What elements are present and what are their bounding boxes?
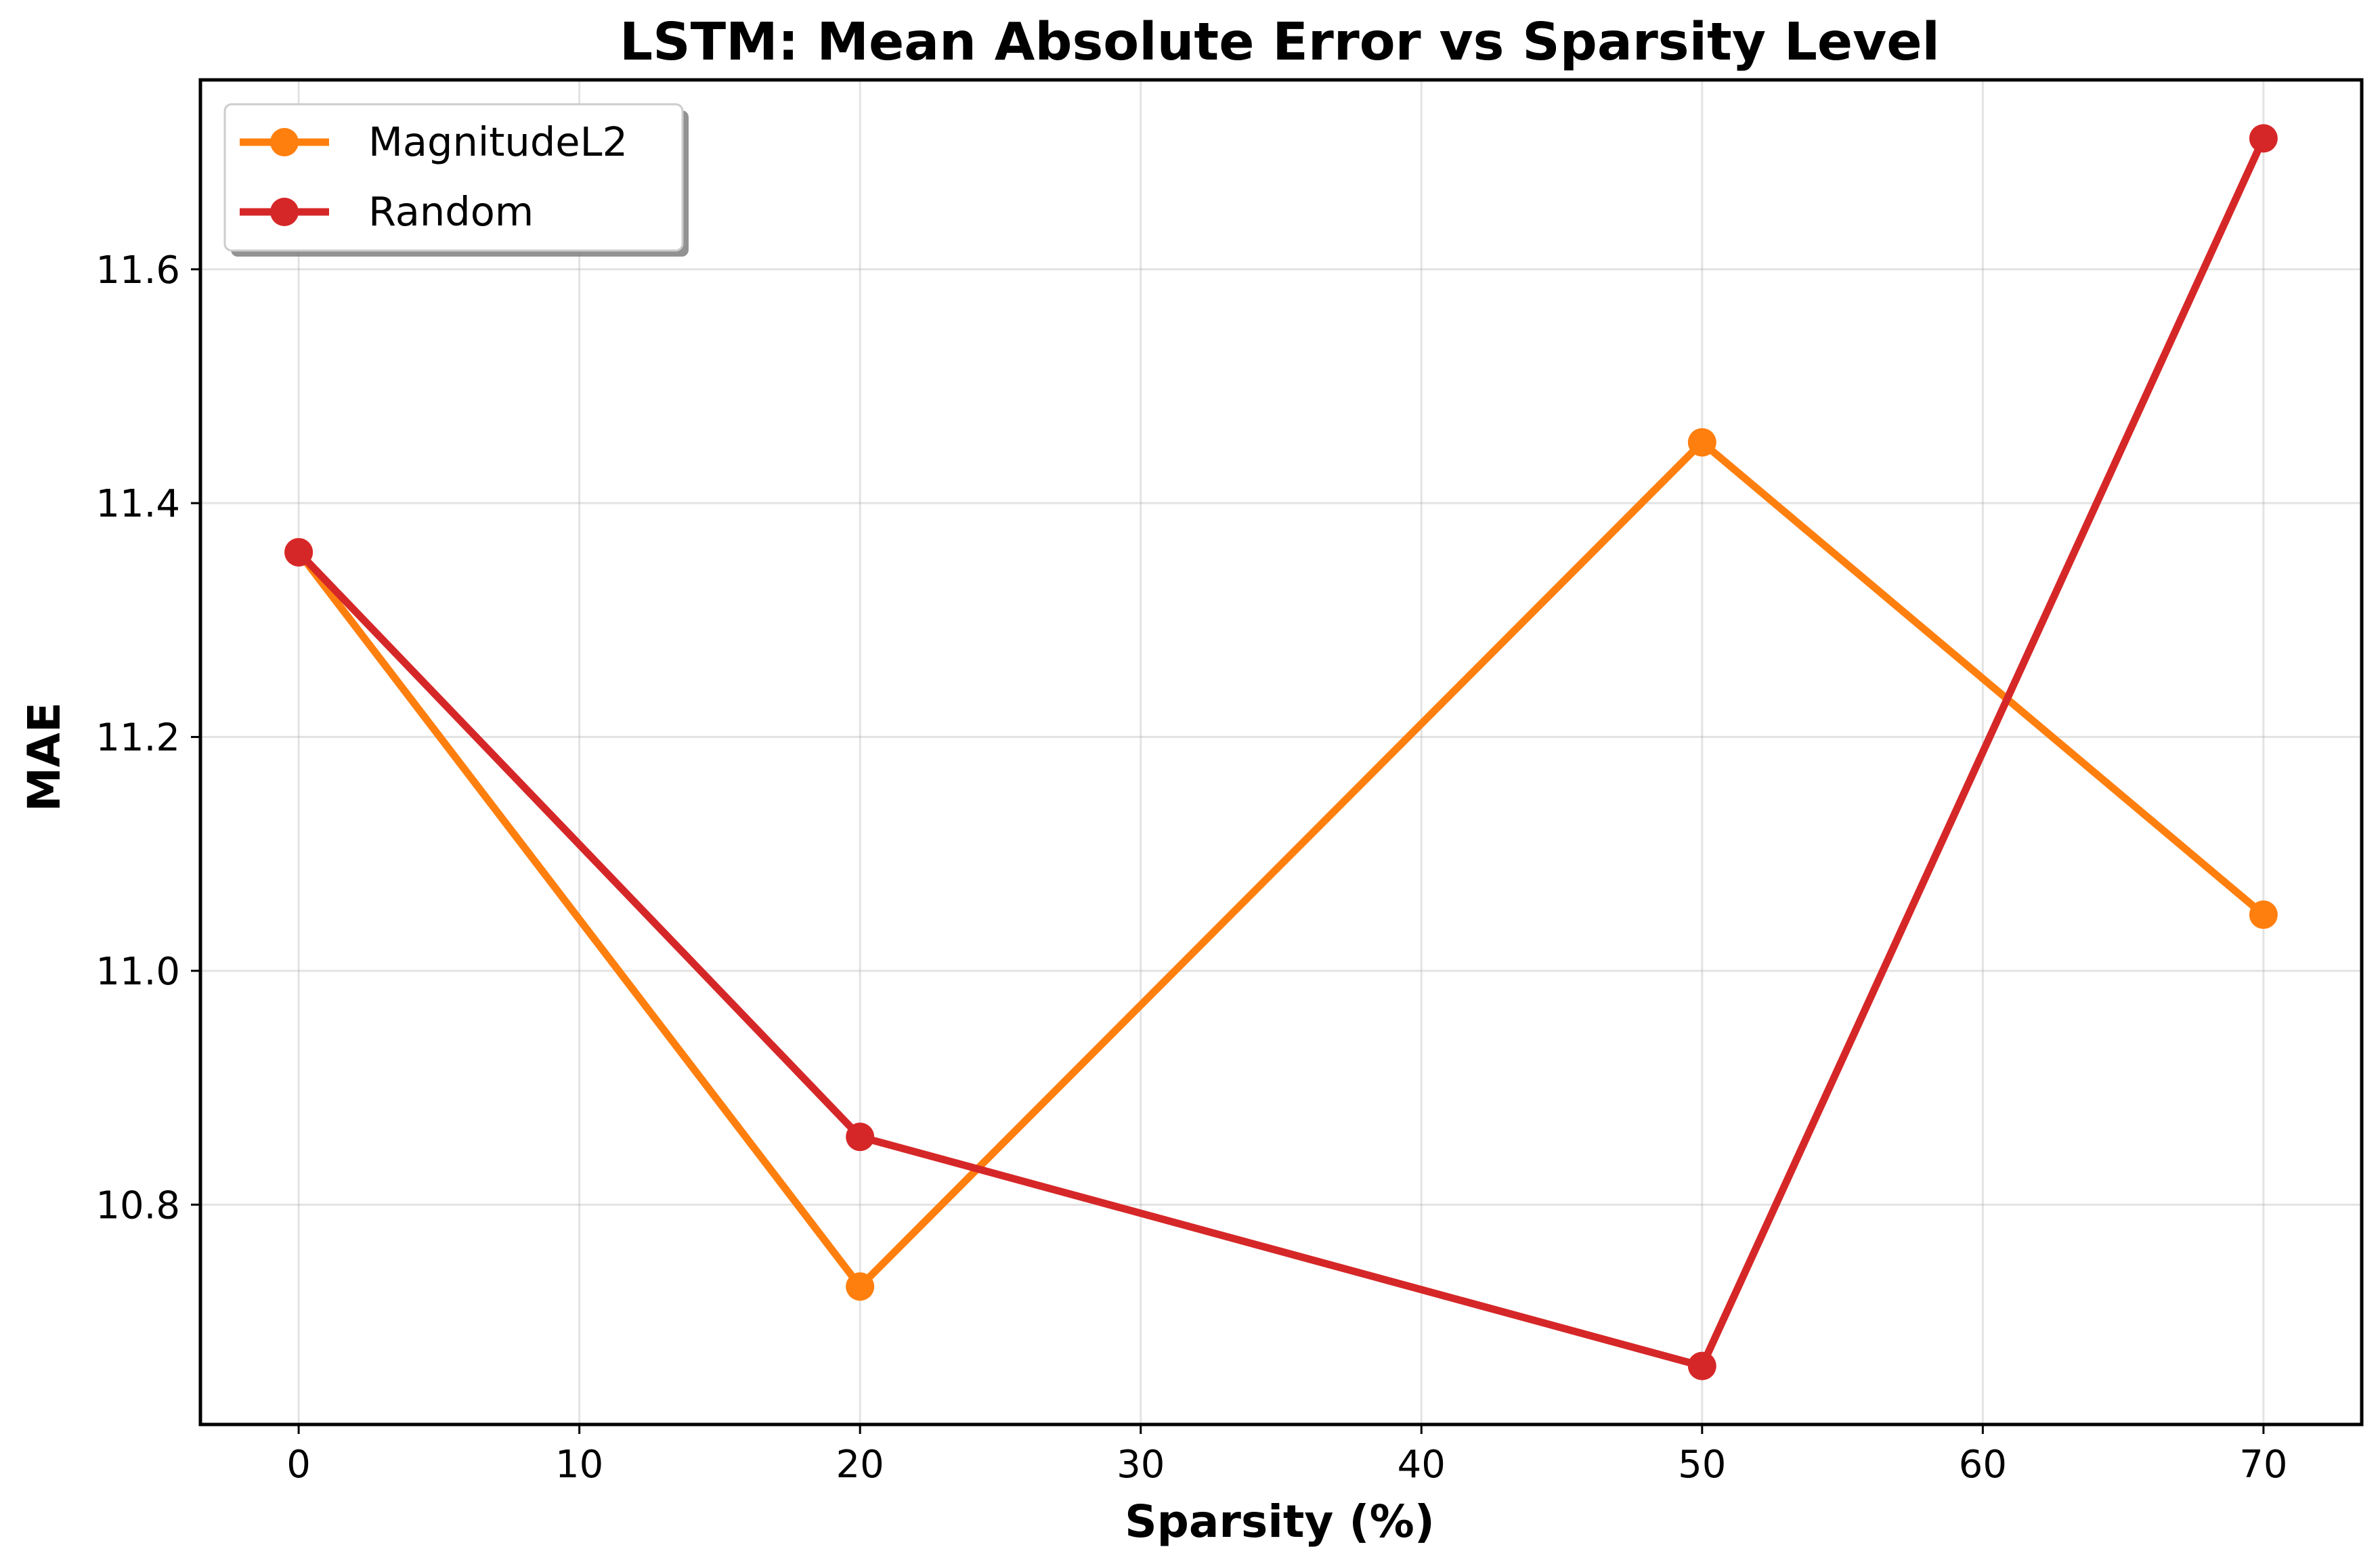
data-point-magnitudel2 <box>2249 900 2278 930</box>
y-axis-ticks: 10.8 11.0 11.2 11.4 11.6 <box>95 248 200 1227</box>
x-tick-label: 10 <box>555 1443 603 1487</box>
x-tick-label: 40 <box>1398 1443 1446 1487</box>
x-tick-label: 70 <box>2239 1443 2287 1487</box>
data-point-random <box>846 1123 875 1152</box>
data-point-random <box>2249 124 2278 153</box>
y-axis-label: MAE <box>18 702 70 812</box>
x-tick-label: 50 <box>1678 1443 1726 1487</box>
y-tick-label: 11.0 <box>95 950 180 994</box>
y-tick-label: 10.8 <box>95 1183 180 1227</box>
data-point-magnitudel2 <box>1687 428 1716 457</box>
y-tick-label: 11.4 <box>95 482 180 526</box>
x-axis-ticks: 0 10 20 30 40 50 60 70 <box>286 1424 2288 1487</box>
series-line-magnitudel2 <box>295 438 2268 1290</box>
legend: MagnitudeL2 Random <box>223 103 689 257</box>
data-point-magnitudel2 <box>846 1272 875 1301</box>
chart-title: LSTM: Mean Absolute Error vs Sparsity Le… <box>620 12 1940 72</box>
x-axis-label: Sparsity (%) <box>1125 1496 1435 1548</box>
y-tick-label: 11.2 <box>95 716 180 760</box>
legend-marker-random <box>270 198 299 226</box>
x-tick-label: 60 <box>1959 1443 2007 1487</box>
legend-label-magnitudel2: MagnitudeL2 <box>368 118 628 165</box>
series-line-random <box>295 134 2268 1370</box>
plot-frame <box>198 78 2364 1427</box>
data-point-random <box>284 538 313 567</box>
series-layer <box>284 124 2278 1380</box>
y-tick-label: 11.6 <box>95 248 180 292</box>
legend-label-random: Random <box>368 188 534 235</box>
legend-marker-magnitudel2 <box>270 128 299 156</box>
x-tick-label: 0 <box>286 1443 311 1487</box>
series-random <box>284 124 2278 1380</box>
x-tick-label: 20 <box>836 1443 884 1487</box>
x-tick-label: 30 <box>1117 1443 1165 1487</box>
legend-box <box>223 103 684 252</box>
data-point-random <box>1687 1351 1716 1380</box>
grid <box>200 80 2362 1424</box>
